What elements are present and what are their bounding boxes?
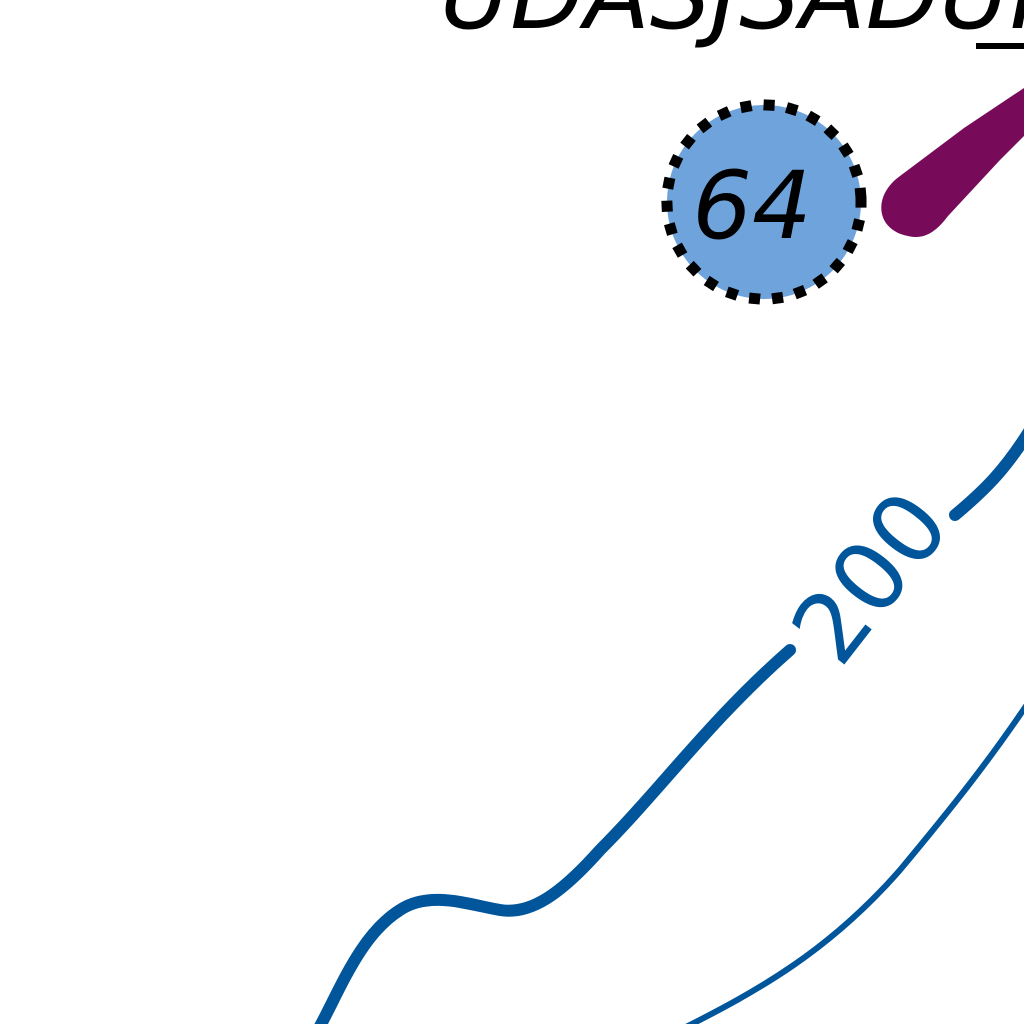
- route-marker-shape: [881, 88, 1024, 237]
- station-dotted-border: [661, 99, 867, 305]
- station-node[interactable]: 64: [661, 99, 867, 305]
- contour-value-label: 200: [770, 471, 971, 684]
- contour-line-200-continued: [949, 428, 1024, 521]
- station-number: 64: [692, 152, 812, 261]
- place-name-label: UDASJSADUI: [440, 0, 1024, 51]
- contour-line-secondary: [685, 703, 1024, 1024]
- station-circle: [667, 105, 861, 299]
- contour-line-200: [314, 644, 796, 1024]
